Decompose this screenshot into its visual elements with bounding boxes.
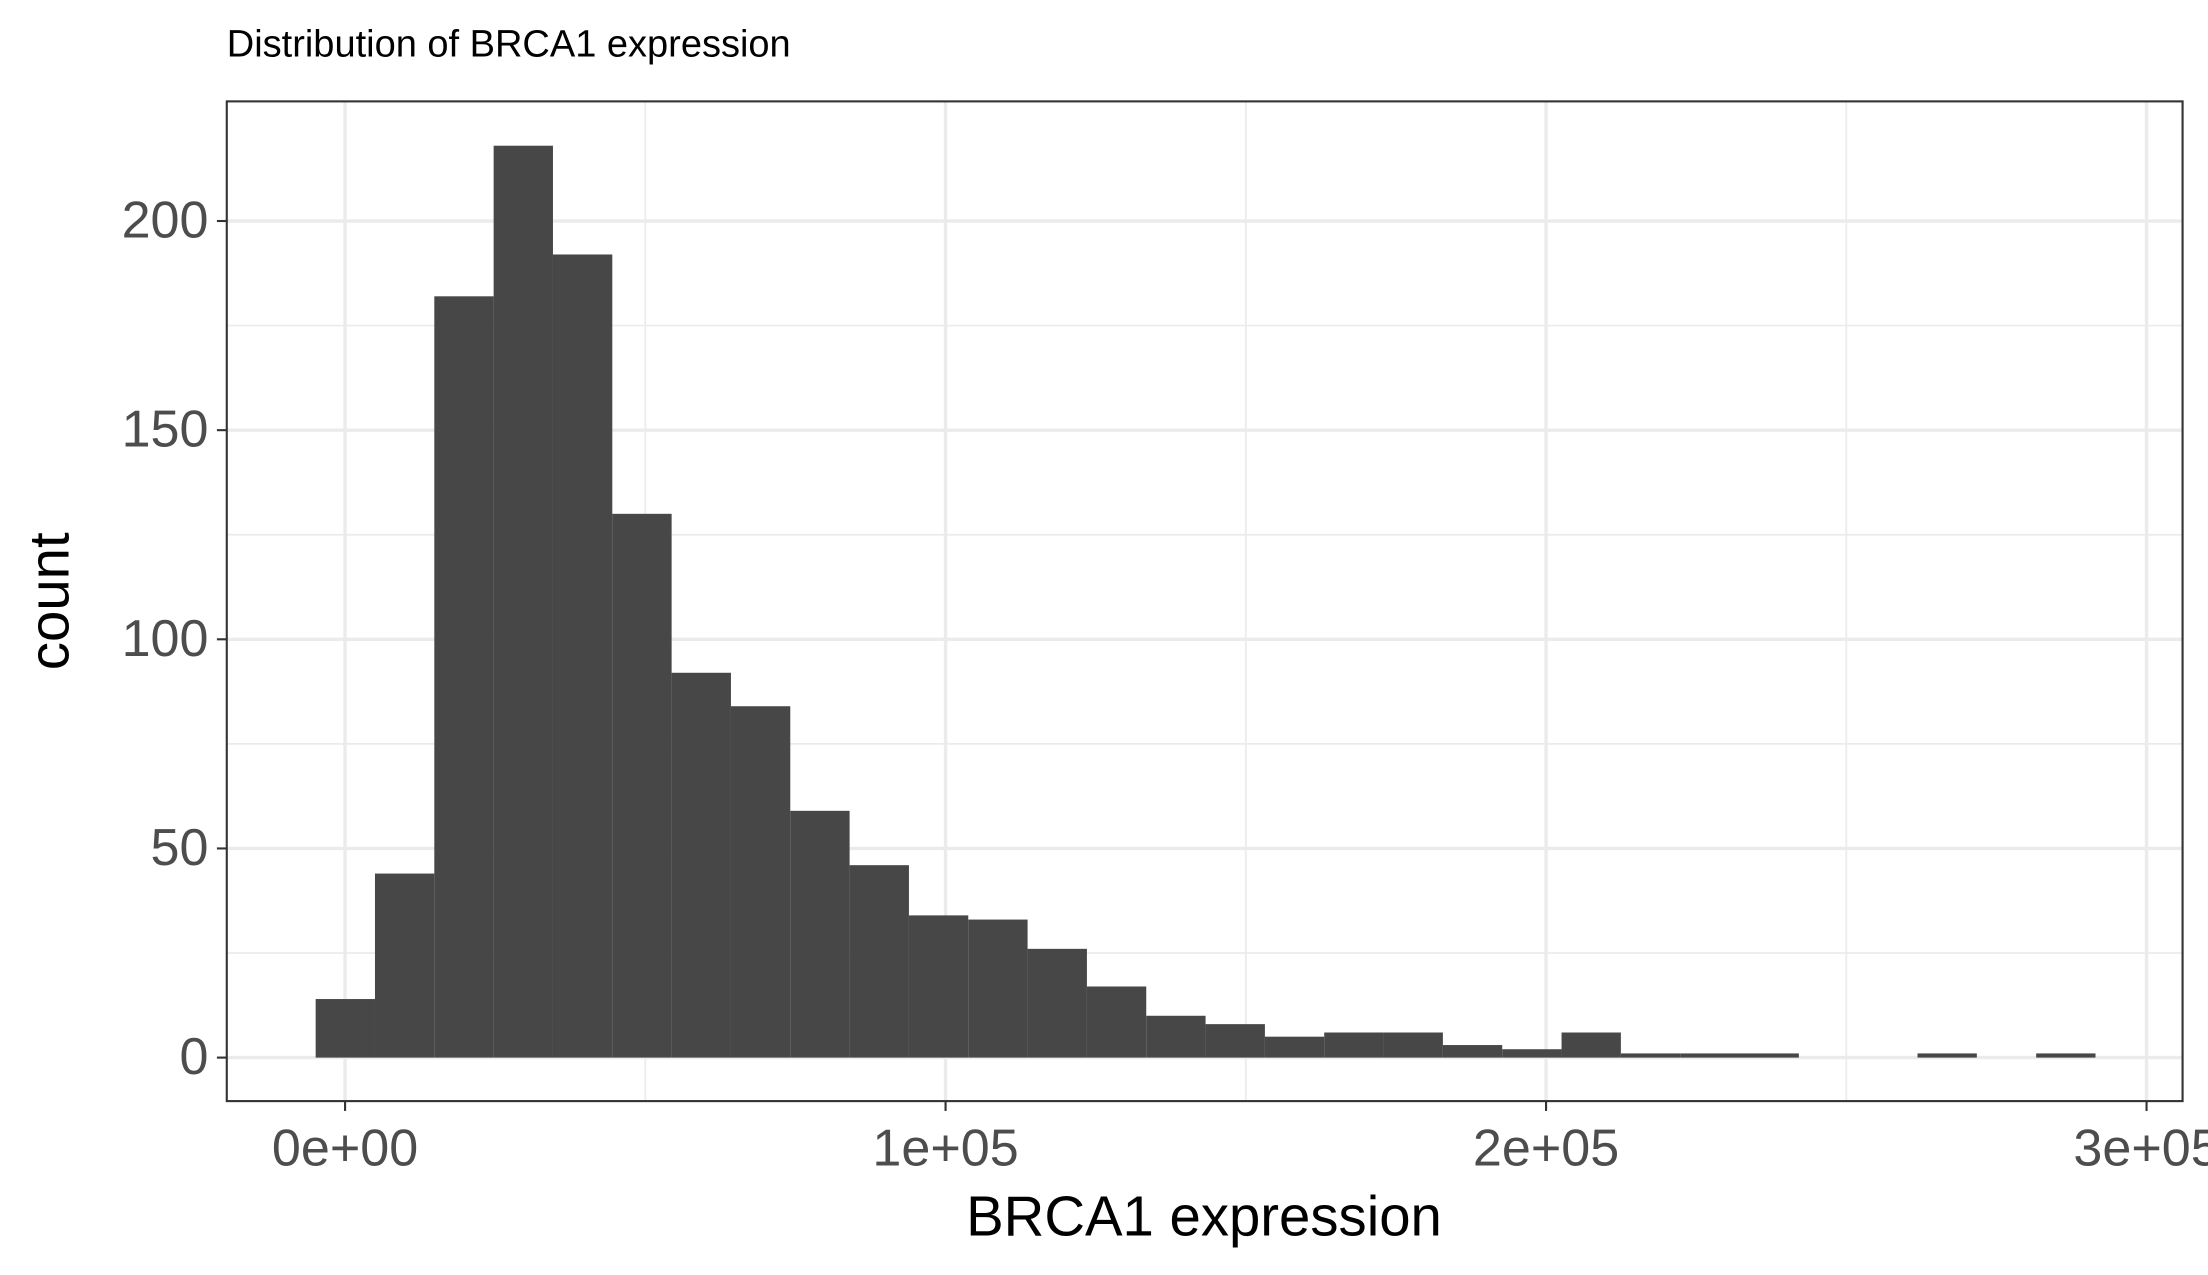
panel-border (225, 100, 2184, 1103)
bar (790, 810, 850, 1058)
bar (1086, 986, 1147, 1058)
x-tick-label: 2e+05 (1473, 1120, 1619, 1178)
bar (2036, 1053, 2096, 1058)
bar (374, 873, 435, 1058)
x-tick-label: 0e+00 (272, 1120, 418, 1178)
bar (493, 145, 553, 1058)
bar (612, 513, 672, 1058)
bar (968, 919, 1028, 1058)
x-tick-label: 1e+05 (872, 1120, 1018, 1178)
x-tick-label: 3e+05 (2073, 1120, 2208, 1178)
y-tick-label: 0 (180, 1028, 209, 1086)
bar (1146, 1015, 1206, 1058)
bar (1324, 1032, 1384, 1058)
x-axis-label: BRCA1 expression (966, 1185, 1442, 1248)
bar (315, 999, 375, 1058)
y-tick-label: 50 (151, 819, 209, 877)
bar (849, 865, 909, 1058)
bar (1264, 1036, 1325, 1058)
bar (1680, 1053, 1740, 1058)
bar (1442, 1045, 1503, 1058)
bar (671, 672, 731, 1058)
bar (908, 915, 969, 1058)
bar (1205, 1024, 1265, 1058)
y-tick-label: 100 (122, 610, 209, 668)
bar (1027, 948, 1087, 1058)
y-axis-label: count (17, 532, 80, 670)
bar (434, 296, 494, 1058)
bar (1917, 1053, 1977, 1058)
bar (1620, 1053, 1681, 1058)
bar (1383, 1032, 1443, 1058)
bar (730, 706, 791, 1058)
bar (1502, 1049, 1562, 1058)
y-tick-label: 150 (122, 401, 209, 459)
bar (1561, 1032, 1621, 1058)
bar (1739, 1053, 1799, 1058)
chart-title: Distribution of BRCA1 expression (227, 24, 791, 66)
bar (552, 254, 613, 1058)
y-tick-label: 200 (122, 192, 209, 250)
